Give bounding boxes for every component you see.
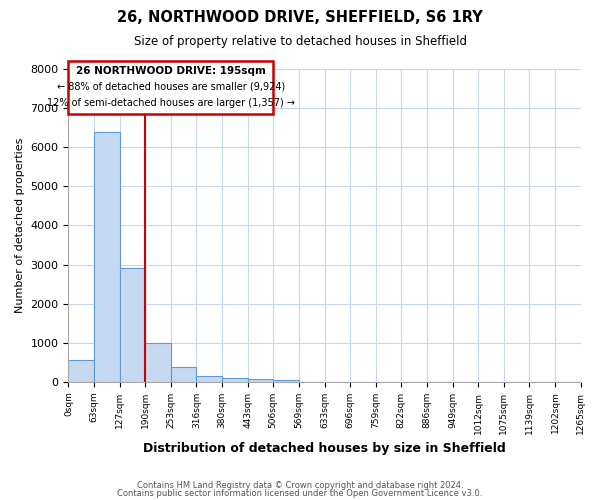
Bar bbox=[196, 376, 222, 382]
Text: Contains HM Land Registry data © Crown copyright and database right 2024.: Contains HM Land Registry data © Crown c… bbox=[137, 481, 463, 490]
Text: 26, NORTHWOOD DRIVE, SHEFFIELD, S6 1RY: 26, NORTHWOOD DRIVE, SHEFFIELD, S6 1RY bbox=[117, 10, 483, 25]
Bar bbox=[68, 360, 94, 382]
Text: 12% of semi-detached houses are larger (1,357) →: 12% of semi-detached houses are larger (… bbox=[47, 98, 295, 108]
Bar bbox=[248, 380, 273, 382]
Bar bbox=[222, 378, 248, 382]
Bar bbox=[145, 342, 171, 382]
Text: Size of property relative to detached houses in Sheffield: Size of property relative to detached ho… bbox=[133, 35, 467, 48]
Bar bbox=[120, 268, 145, 382]
Y-axis label: Number of detached properties: Number of detached properties bbox=[15, 138, 25, 313]
Bar bbox=[171, 368, 196, 382]
Bar bbox=[94, 132, 120, 382]
X-axis label: Distribution of detached houses by size in Sheffield: Distribution of detached houses by size … bbox=[143, 442, 506, 455]
FancyBboxPatch shape bbox=[68, 61, 273, 114]
Text: Contains public sector information licensed under the Open Government Licence v3: Contains public sector information licen… bbox=[118, 488, 482, 498]
Bar bbox=[273, 380, 299, 382]
Text: 26 NORTHWOOD DRIVE: 195sqm: 26 NORTHWOOD DRIVE: 195sqm bbox=[76, 66, 266, 76]
Text: ← 88% of detached houses are smaller (9,924): ← 88% of detached houses are smaller (9,… bbox=[56, 82, 285, 92]
